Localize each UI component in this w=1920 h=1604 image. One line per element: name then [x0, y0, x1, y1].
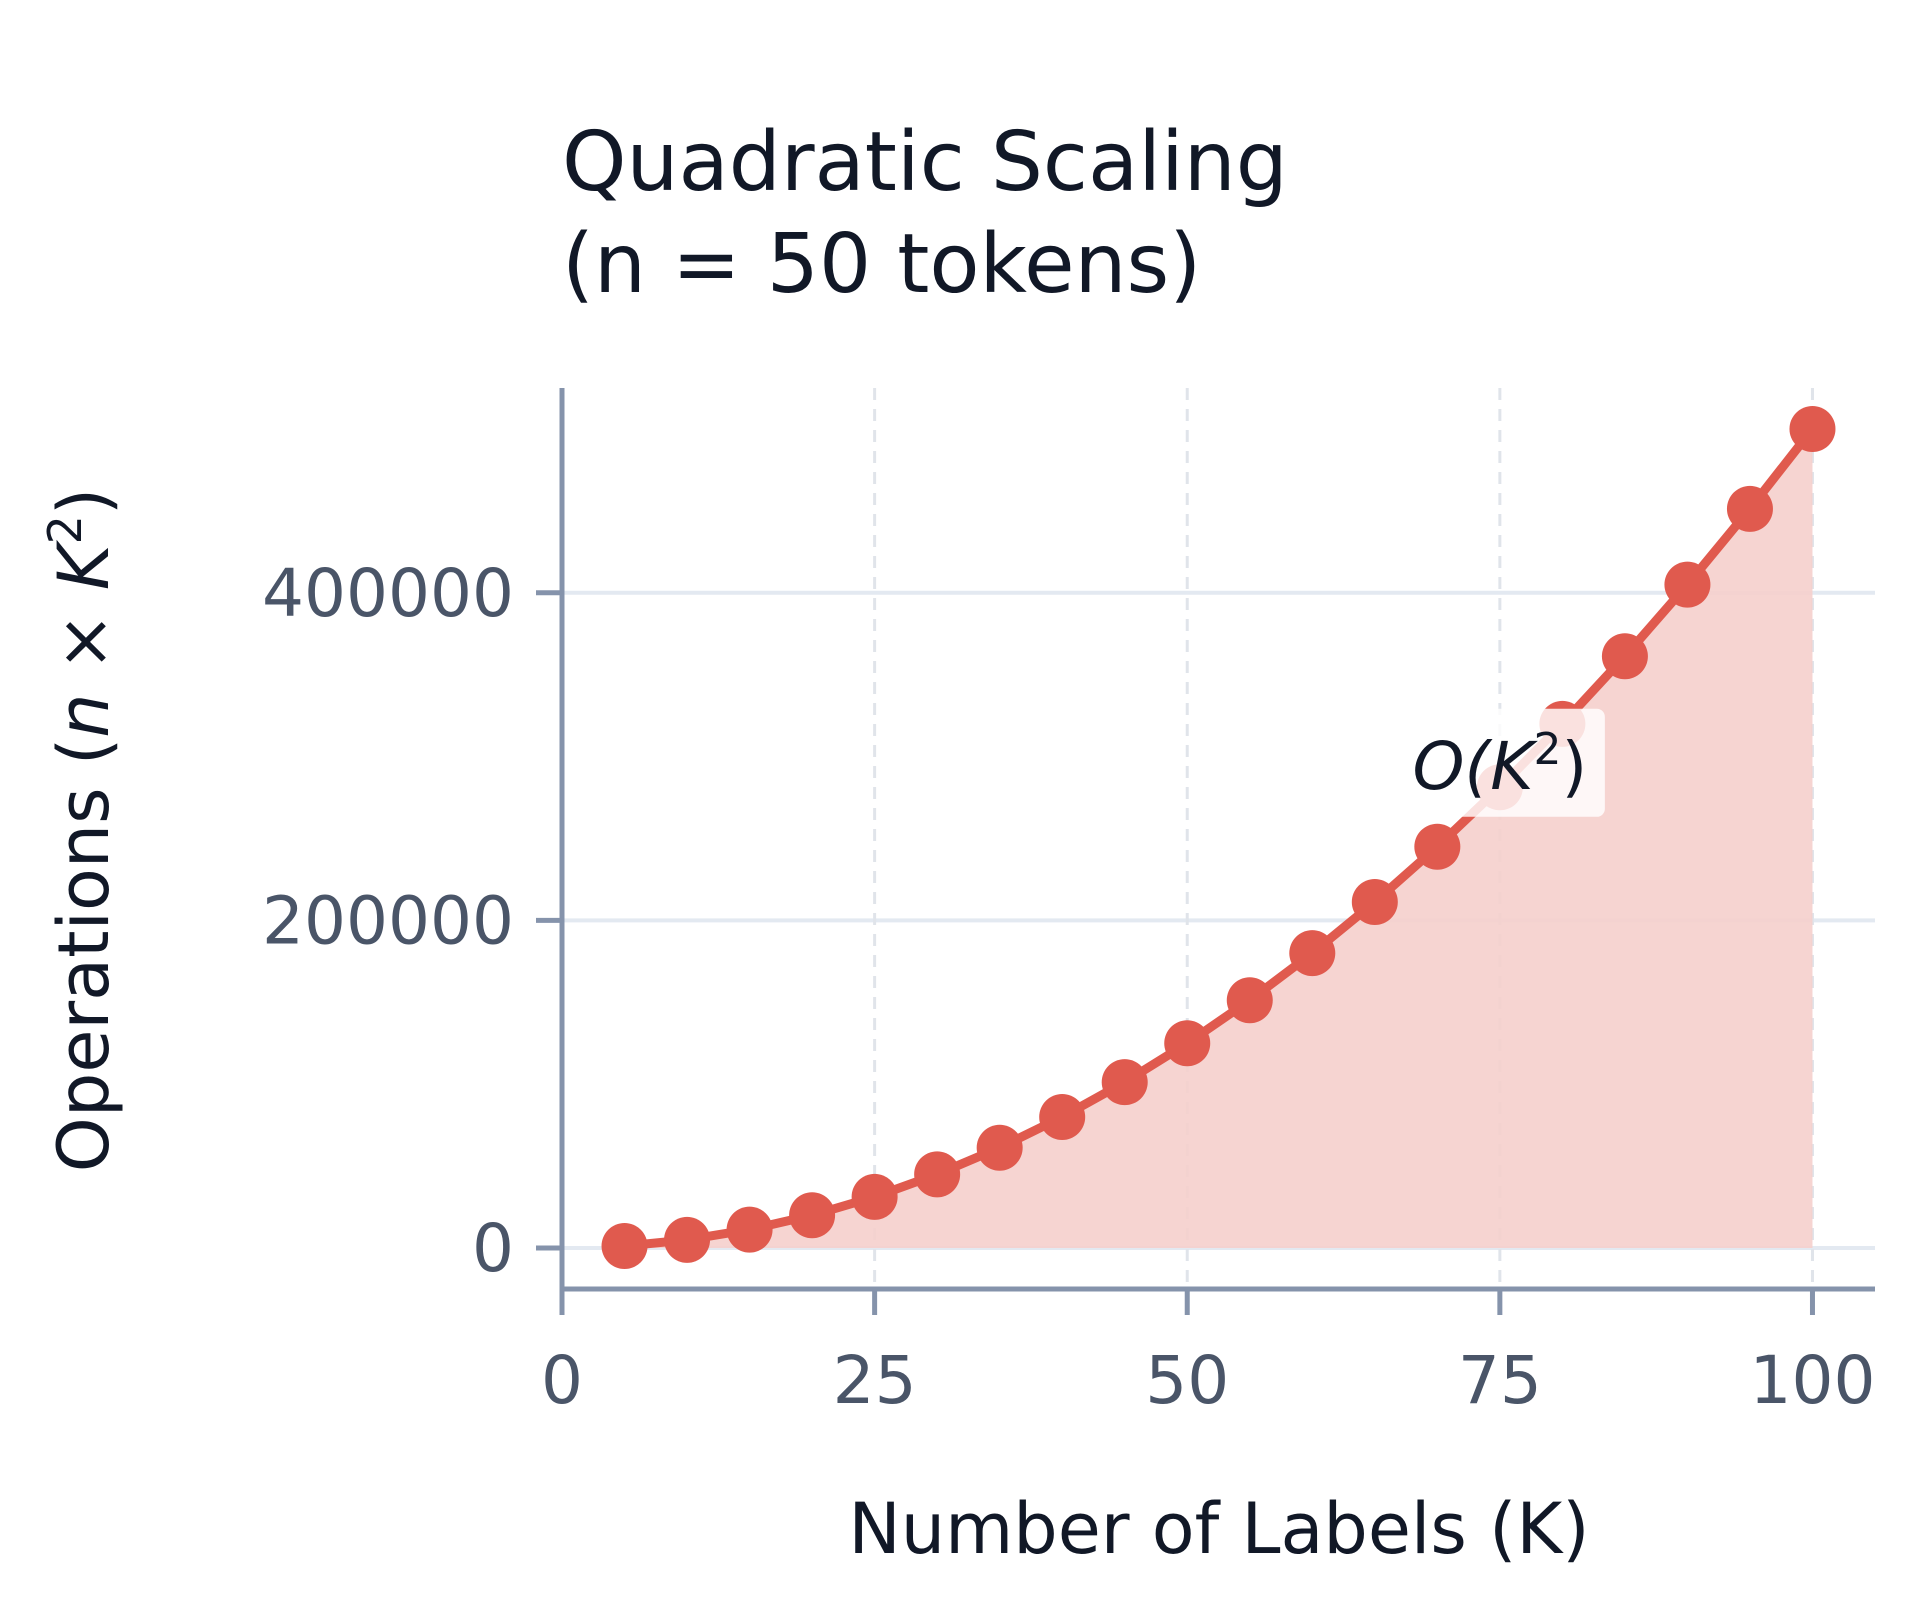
y-tick-label: 200000: [262, 882, 514, 959]
y-tick-label: 0: [472, 1210, 514, 1287]
x-axis-label: Number of Labels (K): [848, 1488, 1589, 1570]
x-tick-label: 100: [1749, 1342, 1875, 1419]
data-point: [1164, 1020, 1211, 1067]
data-point: [1289, 930, 1336, 977]
data-point: [914, 1151, 961, 1198]
annotation-text: O(K2): [1412, 723, 1587, 805]
data-point: [664, 1216, 711, 1263]
data-point: [1726, 485, 1773, 532]
annotation-box: [1394, 708, 1605, 817]
data-point: [1226, 977, 1273, 1024]
x-tick-label: 25: [833, 1342, 917, 1419]
labels-layer: Quadratic Scaling (n = 50 tokens) Number…: [38, 115, 1590, 1570]
area-fill: [624, 428, 1813, 1249]
points-layer: [601, 405, 1836, 1269]
data-point: [976, 1124, 1023, 1171]
data-point: [1039, 1093, 1086, 1140]
data-point: [851, 1173, 898, 1220]
chart-title-line-2: (n = 50 tokens): [562, 217, 1201, 312]
data-point: [1664, 561, 1711, 608]
y-tick-label: 400000: [262, 555, 514, 632]
data-point: [1601, 633, 1648, 680]
data-point: [601, 1222, 648, 1269]
area-layer: [624, 428, 1813, 1249]
x-tick-label: 75: [1458, 1342, 1542, 1419]
data-point: [1789, 405, 1836, 452]
y-axis-label: Operations (n × K2): [38, 488, 125, 1172]
data-point: [726, 1206, 773, 1253]
annotation-layer: O(K2): [1394, 708, 1605, 817]
x-tick-label: 50: [1145, 1342, 1229, 1419]
data-point: [1414, 823, 1461, 870]
data-point: [1101, 1059, 1148, 1106]
data-point: [789, 1192, 836, 1239]
data-point: [1351, 878, 1398, 925]
x-tick-label: 0: [541, 1342, 583, 1419]
chart-title-line-1: Quadratic Scaling: [562, 115, 1288, 210]
axes-layer: 0 200000 400000 0 25 50 75 100: [262, 388, 1875, 1419]
